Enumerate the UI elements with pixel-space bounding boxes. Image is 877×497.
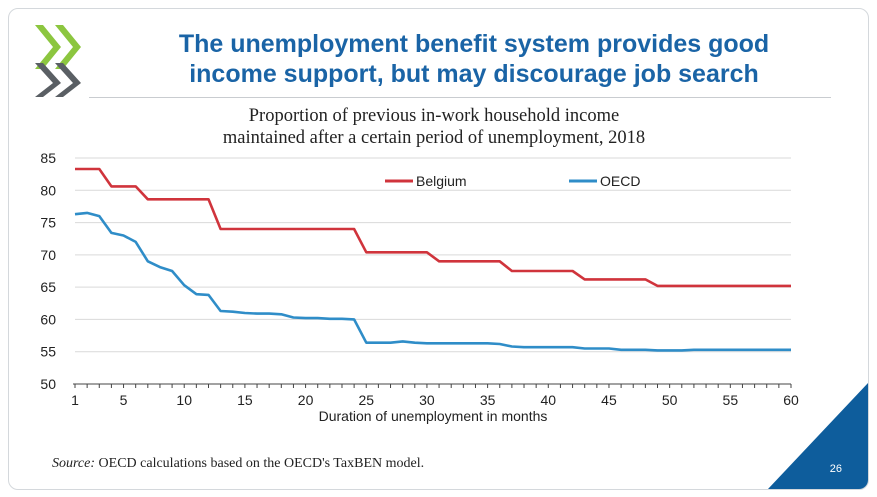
x-tick-label: 50 bbox=[662, 392, 678, 408]
y-tick-label: 70 bbox=[40, 247, 56, 263]
chart-title-line-1: Proportion of previous in-work household… bbox=[248, 106, 620, 126]
chart-title-line-2: maintained after a certain period of une… bbox=[222, 128, 646, 148]
chart-title: Proportion of previous in-work household… bbox=[69, 105, 799, 149]
y-tick-label: 75 bbox=[40, 215, 56, 231]
headline-line-1: The unemployment benefit system provides… bbox=[178, 30, 770, 58]
x-tick-label: 55 bbox=[723, 392, 739, 408]
series-line-belgium bbox=[75, 167, 791, 288]
legend-label-oecd: OECD bbox=[600, 173, 640, 189]
y-tick-label: 65 bbox=[40, 279, 56, 295]
x-tick-label: 25 bbox=[358, 392, 374, 408]
corner-triangle bbox=[768, 383, 868, 489]
page-number: 26 bbox=[829, 463, 842, 475]
x-tick-label: 30 bbox=[419, 392, 435, 408]
series-line-oecd bbox=[74, 211, 791, 352]
oecd-chevron-logo-icon bbox=[35, 25, 81, 97]
x-tick-label: 45 bbox=[601, 392, 617, 408]
x-tick-label: 1 bbox=[71, 392, 79, 408]
y-tick-label: 80 bbox=[40, 182, 56, 198]
legend-label-belgium: Belgium bbox=[416, 173, 467, 189]
source-text: OECD calculations based on the OECD's Ta… bbox=[95, 456, 425, 471]
source-note: Source: OECD calculations based on the O… bbox=[52, 456, 424, 472]
header-divider bbox=[89, 97, 831, 98]
headline: The unemployment benefit system provides… bbox=[89, 29, 859, 89]
x-tick-label: 35 bbox=[480, 392, 496, 408]
source-label: Source: bbox=[52, 456, 96, 471]
y-tick-label: 50 bbox=[40, 376, 56, 392]
x-tick-label: 15 bbox=[237, 392, 253, 408]
y-tick-label: 55 bbox=[40, 344, 56, 360]
x-tick-label: 5 bbox=[120, 392, 128, 408]
x-tick-label: 20 bbox=[298, 392, 314, 408]
x-tick-label: 40 bbox=[540, 392, 556, 408]
x-tick-label: 10 bbox=[176, 392, 192, 408]
headline-line-2: income support, but may discourage job s… bbox=[189, 60, 759, 88]
x-axis-label: Duration of unemployment in months bbox=[319, 408, 548, 424]
slide: The unemployment benefit system provides… bbox=[8, 8, 869, 490]
x-tick-label: 60 bbox=[783, 392, 799, 408]
y-tick-label: 60 bbox=[40, 311, 56, 327]
y-tick-label: 85 bbox=[40, 150, 56, 166]
